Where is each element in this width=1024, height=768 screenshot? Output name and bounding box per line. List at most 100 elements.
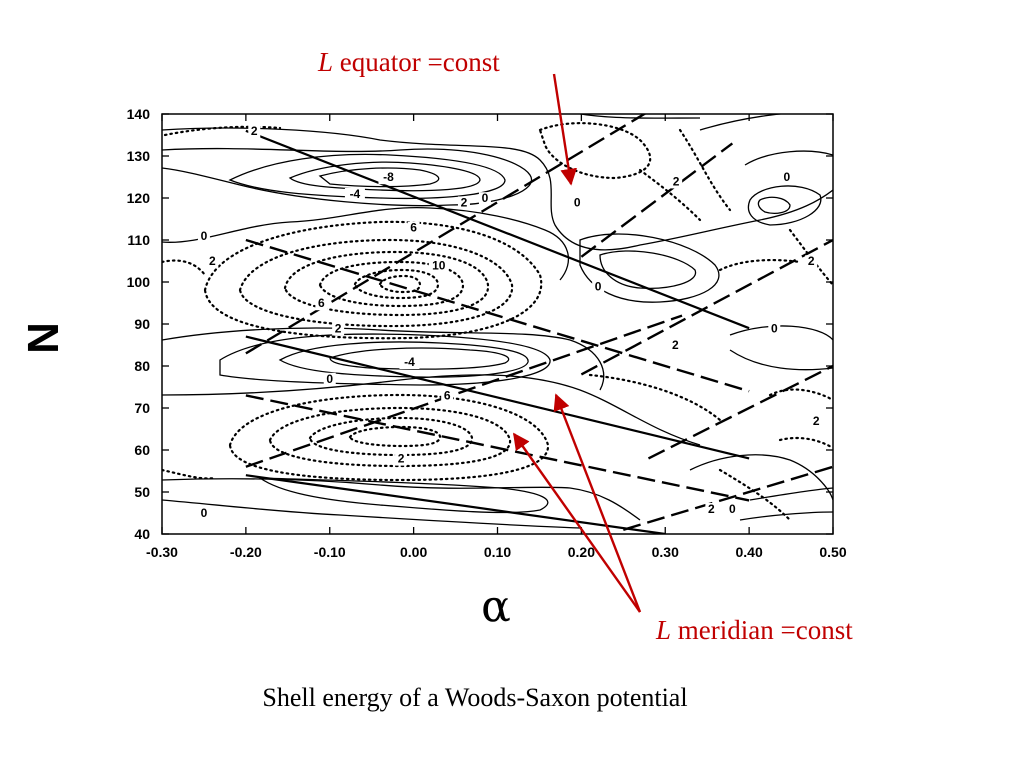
contour-label-bg: [315, 297, 328, 311]
x-tick-label: -0.10: [314, 544, 346, 560]
contour-line: [638, 168, 702, 222]
annotation-meridian: L meridian =const: [655, 615, 853, 645]
contour-label: 2: [708, 502, 715, 516]
contour-line: [228, 393, 550, 482]
contour-label: 0: [201, 506, 208, 520]
contour-line: [162, 206, 569, 281]
contour-line: [757, 196, 791, 214]
y-tick-label: 50: [134, 484, 150, 500]
contour-label: 0: [326, 372, 333, 386]
contour-label-bg: [197, 507, 210, 521]
contour-line: [228, 153, 506, 200]
contour-line: [378, 274, 422, 294]
x-tick-label: 0.20: [568, 544, 595, 560]
y-tick-label: 120: [127, 190, 151, 206]
contour-line: [163, 125, 282, 137]
contour-label: 6: [318, 296, 325, 310]
contour-label-bg: [670, 175, 683, 189]
contour-line: [348, 425, 442, 448]
contour-label: 10: [432, 258, 446, 272]
contour-line: [788, 228, 833, 287]
contour-label-bg: [726, 503, 739, 516]
l-equator-const-line: [580, 238, 833, 376]
l-equator-const-line: [245, 314, 683, 468]
contour-label-bg: [457, 196, 470, 210]
contour-line: [699, 114, 786, 131]
x-tick-label: 0.40: [736, 544, 763, 560]
l-meridian-const-line: [245, 394, 750, 502]
contour-line: [739, 487, 833, 521]
contour-line: [318, 260, 465, 308]
contour-label: 2: [251, 124, 258, 138]
contour-line: [162, 468, 217, 480]
contour-label: 2: [209, 254, 216, 268]
contour-label: 0: [771, 321, 778, 335]
contour-line: [162, 259, 207, 277]
contour-line: [588, 373, 722, 422]
annotation-meridian-arrow-2: [513, 432, 641, 613]
contour-line: [729, 325, 833, 371]
contour-label: -4: [350, 187, 361, 201]
contour-label-bg: [669, 339, 682, 353]
contour-label-bg: [378, 171, 399, 185]
l-meridian-const-line: [245, 474, 666, 534]
x-axis-ticks: -0.30 -0.20 -0.10 0.00 0.10 0.20 0.30 0.40 0.50: [146, 114, 847, 560]
annotation-equator: L equator =const: [317, 47, 500, 77]
contour-label-bg: [323, 372, 336, 386]
annotation-equator-text: equator =const: [333, 47, 500, 77]
y-tick-label: 60: [134, 442, 150, 458]
contour-line: [718, 258, 802, 272]
contour-label-bg: [332, 322, 345, 336]
l-equator-const-line: [245, 114, 647, 355]
contour-label: 2: [673, 174, 680, 188]
l-const-lines: [245, 114, 833, 534]
contour-label-bg: [206, 255, 219, 269]
contour-label: 0: [574, 195, 581, 209]
contour-label: -4: [404, 355, 415, 369]
l-equator-const-line: [580, 142, 734, 258]
x-tick-label: 0.30: [652, 544, 679, 560]
x-tick-label: 0.50: [819, 544, 846, 560]
annotation-equator-arrow: [552, 73, 577, 186]
contour-label-bg: [344, 188, 365, 201]
contour-label: 2: [335, 321, 342, 335]
slide-caption: Shell energy of a Woods-Saxon potential: [262, 683, 687, 712]
annotation-meridian-italic: L: [655, 615, 671, 645]
y-axis-title: N: [19, 322, 68, 354]
contour-line: [538, 122, 652, 180]
contour-line: [329, 347, 510, 370]
contour-line: [162, 127, 833, 251]
contour-label: 6: [410, 221, 417, 235]
contour-label: 6: [444, 389, 451, 403]
contour-line: [238, 238, 514, 328]
contour-line: [162, 374, 701, 446]
annotation-meridian-text: meridian =const: [671, 615, 853, 645]
y-tick-label: 40: [134, 526, 150, 542]
contour-label: 2: [808, 254, 815, 268]
l-meridian-const-line: [245, 335, 750, 460]
contour-label-bg: [592, 280, 605, 294]
contour-label-bg: [248, 125, 261, 138]
contour-label-bg: [399, 356, 420, 369]
contour-label: 2: [672, 338, 679, 352]
contour-label-bg: [805, 255, 818, 269]
contour-label: -8: [383, 170, 394, 184]
contour-line: [257, 477, 549, 514]
contour-line: [768, 388, 833, 450]
contour-label-bg: [407, 221, 420, 235]
y-tick-label: 100: [127, 274, 151, 290]
y-tick-label: 130: [127, 148, 151, 164]
x-tick-label: -0.20: [230, 544, 262, 560]
contour-label-bg: [768, 322, 781, 336]
contour-label: 0: [201, 229, 208, 243]
contour-label: 2: [813, 414, 820, 428]
contour-label-bg: [441, 389, 454, 403]
contour-line: [162, 327, 605, 391]
contour-label-bg: [780, 171, 793, 185]
y-tick-label: 80: [134, 358, 150, 374]
contour-label: 0: [482, 191, 489, 205]
x-axis-title: α: [481, 581, 511, 632]
contour-label: 0: [595, 279, 602, 293]
contour-label-bg: [478, 192, 491, 206]
